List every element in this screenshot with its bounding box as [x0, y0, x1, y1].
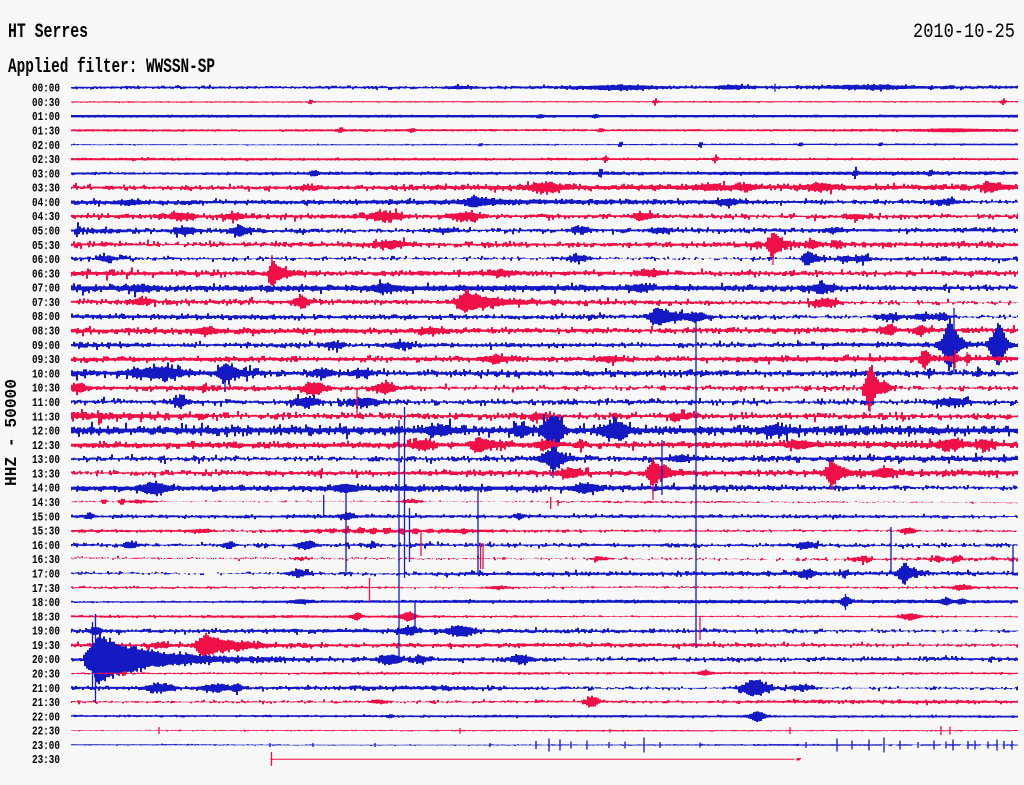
svg-text:2010-10-25: 2010-10-25: [913, 21, 1015, 44]
svg-text:04:00: 04:00: [32, 196, 60, 210]
svg-text:15:30: 15:30: [32, 525, 60, 539]
svg-text:10:00: 10:00: [32, 367, 60, 381]
svg-text:10:30: 10:30: [32, 382, 60, 396]
svg-text:17:30: 17:30: [32, 582, 60, 596]
svg-text:01:00: 01:00: [32, 110, 60, 124]
svg-text:11:00: 11:00: [32, 396, 60, 410]
svg-text:18:30: 18:30: [32, 610, 60, 624]
svg-text:12:30: 12:30: [32, 439, 60, 453]
svg-text:05:30: 05:30: [32, 239, 60, 253]
svg-text:17:00: 17:00: [32, 568, 60, 582]
svg-text:14:30: 14:30: [32, 496, 60, 510]
svg-text:20:00: 20:00: [32, 653, 60, 667]
svg-text:06:30: 06:30: [32, 267, 60, 281]
svg-text:20:30: 20:30: [32, 668, 60, 682]
svg-text:08:30: 08:30: [32, 325, 60, 339]
svg-text:HT Serres: HT Serres: [8, 21, 88, 44]
svg-text:07:30: 07:30: [32, 296, 60, 310]
svg-text:23:30: 23:30: [32, 753, 60, 767]
svg-text:19:30: 19:30: [32, 639, 60, 653]
svg-text:13:30: 13:30: [32, 467, 60, 481]
svg-text:21:30: 21:30: [32, 696, 60, 710]
svg-text:13:00: 13:00: [32, 453, 60, 467]
svg-text:03:30: 03:30: [32, 182, 60, 196]
svg-text:09:00: 09:00: [32, 339, 60, 353]
svg-text:00:00: 00:00: [32, 82, 60, 96]
svg-text:22:30: 22:30: [32, 725, 60, 739]
svg-text:02:00: 02:00: [32, 139, 60, 153]
svg-text:15:00: 15:00: [32, 510, 60, 524]
svg-text:21:00: 21:00: [32, 682, 60, 696]
svg-text:01:30: 01:30: [32, 125, 60, 139]
svg-text:22:00: 22:00: [32, 710, 60, 724]
svg-text:08:00: 08:00: [32, 310, 60, 324]
svg-text:02:30: 02:30: [32, 153, 60, 167]
svg-text:03:00: 03:00: [32, 167, 60, 181]
svg-text:Applied filter: WWSSN-SP: Applied filter: WWSSN-SP: [8, 56, 215, 79]
svg-text:11:30: 11:30: [32, 410, 60, 424]
svg-text:19:00: 19:00: [32, 625, 60, 639]
svg-text:14:00: 14:00: [32, 482, 60, 496]
svg-text:16:00: 16:00: [32, 539, 60, 553]
svg-text:16:30: 16:30: [32, 553, 60, 567]
svg-text:12:00: 12:00: [32, 425, 60, 439]
svg-text:09:30: 09:30: [32, 353, 60, 367]
svg-text:00:30: 00:30: [32, 96, 60, 110]
svg-text:07:00: 07:00: [32, 282, 60, 296]
svg-text:05:00: 05:00: [32, 225, 60, 239]
svg-text:23:00: 23:00: [32, 739, 60, 753]
svg-text:HHZ - 50000: HHZ - 50000: [3, 379, 22, 486]
svg-text:06:00: 06:00: [32, 253, 60, 267]
svg-text:18:00: 18:00: [32, 596, 60, 610]
svg-text:04:30: 04:30: [32, 210, 60, 224]
